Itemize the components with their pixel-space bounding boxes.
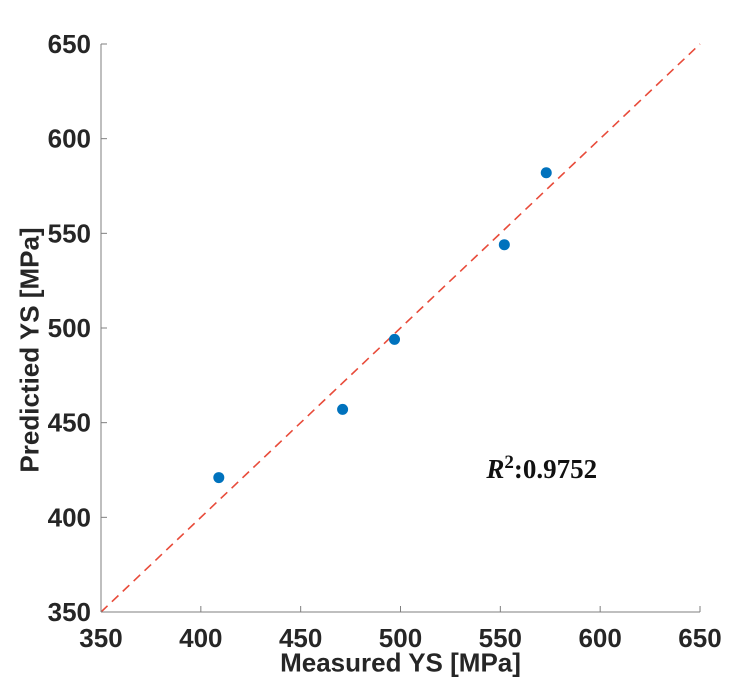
y-tick-label: 350	[48, 597, 91, 627]
x-tick-label: 600	[578, 623, 621, 653]
y-tick-label: 500	[48, 313, 91, 343]
y-tick-label: 450	[48, 408, 91, 438]
identity-reference-line	[100, 43, 701, 613]
y-axis-label: Predictied YS [MPa]	[14, 227, 45, 473]
data-point	[213, 472, 225, 484]
x-tick-label: 650	[678, 623, 721, 653]
x-tick-label: 400	[179, 623, 222, 653]
x-tick-label: 500	[379, 623, 422, 653]
x-tick-label: 550	[479, 623, 522, 653]
data-point	[540, 167, 552, 179]
data-point	[337, 403, 349, 415]
y-tick-label: 600	[48, 124, 91, 154]
data-point	[498, 239, 510, 251]
x-tick-label: 450	[279, 623, 322, 653]
data-point	[389, 333, 401, 345]
y-tick-label: 550	[48, 218, 91, 248]
r-exponent: 2	[504, 452, 514, 474]
y-tick-label: 650	[48, 29, 91, 59]
x-axis-label: Measured YS [MPa]	[280, 647, 521, 678]
r-symbol: R	[486, 454, 505, 485]
y-tick-label: 400	[48, 502, 91, 532]
r-squared-value: :0.9752	[513, 454, 598, 485]
x-tick-label: 350	[79, 623, 122, 653]
r-squared-annotation: R2:0.9752	[486, 453, 598, 485]
